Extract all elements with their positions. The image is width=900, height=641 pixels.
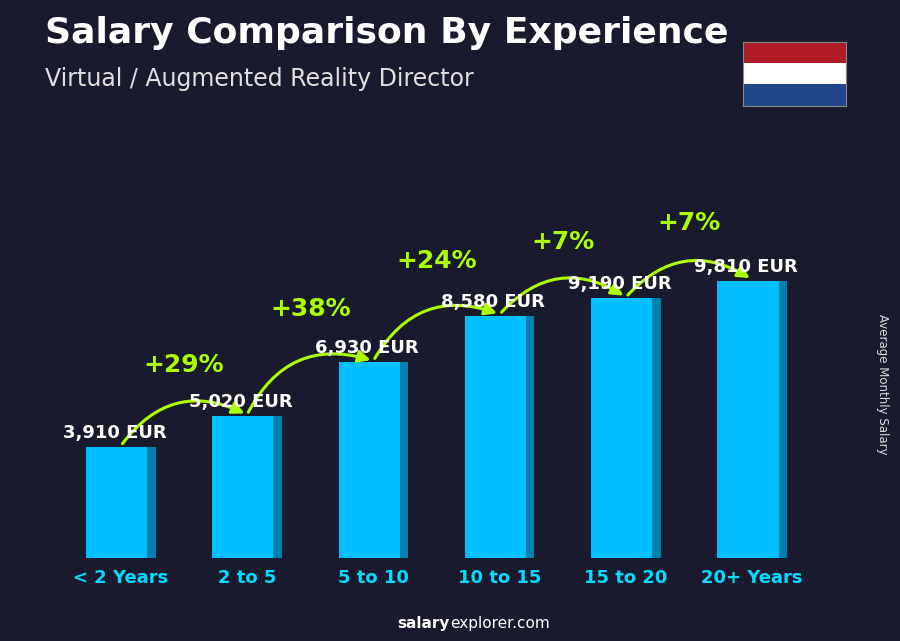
Bar	[652, 299, 661, 558]
Text: +38%: +38%	[270, 297, 350, 321]
Text: 9,810 EUR: 9,810 EUR	[694, 258, 797, 276]
Bar	[400, 362, 408, 558]
Text: salary: salary	[398, 617, 450, 631]
Text: 8,580 EUR: 8,580 EUR	[441, 292, 545, 311]
Text: Virtual / Augmented Reality Director: Virtual / Augmented Reality Director	[45, 67, 473, 91]
Text: +7%: +7%	[658, 211, 721, 235]
Text: 3,910 EUR: 3,910 EUR	[63, 424, 166, 442]
Bar	[591, 299, 661, 558]
Text: 5,020 EUR: 5,020 EUR	[189, 393, 292, 411]
Bar	[778, 281, 787, 558]
Text: +29%: +29%	[144, 353, 224, 377]
Bar	[274, 416, 282, 558]
Text: Salary Comparison By Experience: Salary Comparison By Experience	[45, 16, 728, 50]
Bar	[338, 362, 408, 558]
Bar	[86, 447, 156, 558]
Bar	[526, 315, 535, 558]
Text: 6,930 EUR: 6,930 EUR	[315, 339, 419, 357]
Bar	[742, 63, 846, 85]
Bar	[717, 281, 787, 558]
Text: +24%: +24%	[396, 249, 477, 273]
Text: 9,190 EUR: 9,190 EUR	[568, 276, 671, 294]
Bar	[212, 416, 282, 558]
Bar	[465, 315, 535, 558]
Text: Average Monthly Salary: Average Monthly Salary	[877, 314, 889, 455]
Bar	[742, 42, 846, 63]
Text: +7%: +7%	[531, 230, 594, 254]
Bar	[148, 447, 156, 558]
Bar	[742, 85, 846, 106]
Text: explorer.com: explorer.com	[450, 617, 550, 631]
